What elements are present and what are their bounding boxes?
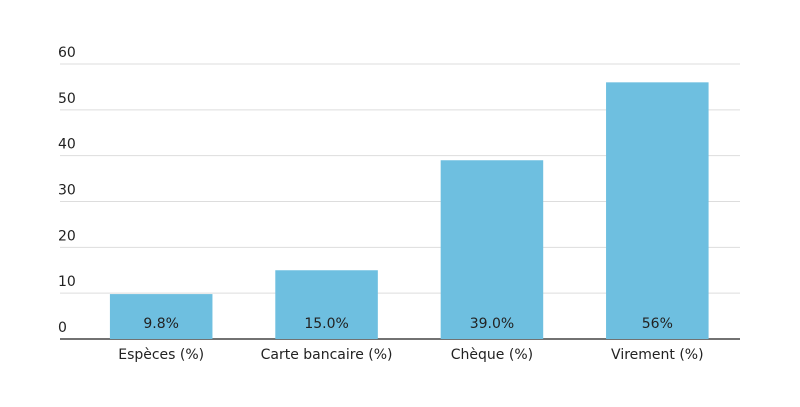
y-tick-label: 30 [58, 183, 76, 199]
x-tick-label: Chèque (%) [451, 347, 533, 363]
bar [440, 160, 544, 339]
x-tick-label: Virement (%) [611, 347, 704, 363]
y-tick-label: 50 [58, 91, 76, 107]
bar [109, 294, 213, 339]
value-label: 15.0% [304, 316, 348, 332]
x-tick-label: Carte bancaire (%) [261, 347, 393, 363]
bar [275, 270, 378, 339]
value-label: 56% [642, 316, 673, 332]
y-tick-label: 0 [58, 320, 67, 336]
value-label: 9.8% [143, 316, 179, 332]
value-label: 39.0% [470, 316, 514, 332]
y-tick-label: 60 [58, 45, 76, 61]
y-tick-label: 10 [58, 274, 76, 290]
y-tick-label: 40 [58, 137, 76, 153]
x-tick-label: Espèces (%) [118, 347, 204, 363]
bar [606, 82, 709, 339]
y-tick-label: 20 [58, 228, 76, 244]
